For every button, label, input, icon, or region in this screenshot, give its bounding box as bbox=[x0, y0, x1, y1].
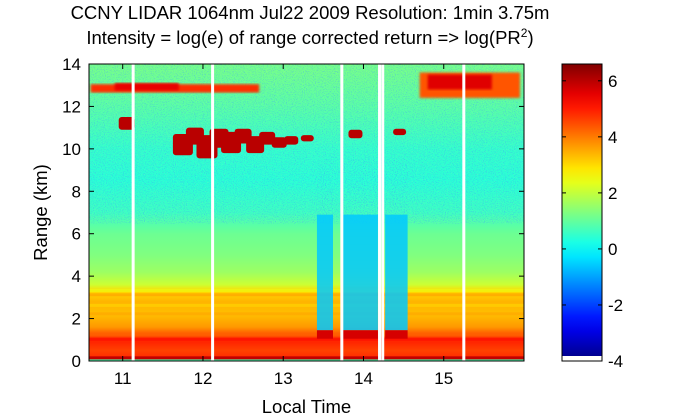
data-gap bbox=[381, 64, 385, 361]
y-tick-label: 2 bbox=[72, 310, 81, 329]
x-tick-label: 11 bbox=[114, 369, 132, 388]
column-base-return bbox=[342, 330, 378, 339]
plot-frame bbox=[88, 63, 525, 362]
plot-area bbox=[88, 63, 525, 362]
low-signal-column bbox=[316, 214, 333, 331]
subtitle-superscript: 2 bbox=[520, 26, 528, 40]
chart-subtitle: Intensity = log(e) of range corrected re… bbox=[0, 27, 620, 49]
colorbar-tick-label: 4 bbox=[608, 128, 617, 147]
layer-streak bbox=[89, 337, 524, 341]
data-gap bbox=[340, 64, 344, 361]
cloud-blob bbox=[259, 131, 276, 145]
cloud-blob bbox=[300, 135, 314, 142]
colorbar-tick-label: 0 bbox=[608, 240, 617, 259]
subtitle-text: Intensity = log(e) of range corrected re… bbox=[86, 27, 521, 48]
cloud-blob bbox=[348, 129, 363, 139]
data-gap bbox=[211, 64, 215, 361]
colorbar-frame bbox=[561, 63, 603, 362]
x-tick-label: 14 bbox=[354, 369, 373, 388]
layer-streak bbox=[89, 333, 524, 337]
colorbar-tick-label: -2 bbox=[608, 296, 623, 315]
colorbar-gap bbox=[562, 356, 602, 361]
colorbar-tick-label: -4 bbox=[608, 352, 623, 371]
column-base-return bbox=[385, 330, 408, 339]
colorbar-tick-label: 6 bbox=[608, 72, 617, 91]
data-gap bbox=[378, 64, 382, 361]
low-signal-column bbox=[385, 214, 408, 331]
cloud-blob bbox=[393, 128, 407, 136]
cloud-blob bbox=[118, 117, 135, 130]
y-tick-label: 0 bbox=[72, 352, 81, 371]
layer-streak bbox=[89, 312, 524, 316]
colorbar-gradient bbox=[562, 64, 602, 361]
surface-line bbox=[89, 356, 524, 360]
low-signal-column-top bbox=[342, 159, 378, 215]
cloud-blob bbox=[271, 137, 287, 148]
cloud-layer bbox=[114, 83, 179, 91]
layer-streak bbox=[89, 288, 524, 292]
y-axis-label: Range (km) bbox=[30, 164, 51, 261]
y-tick-label: 8 bbox=[72, 182, 81, 201]
y-tick-label: 10 bbox=[62, 140, 81, 159]
chart-title: CCNY LIDAR 1064nm Jul22 2009 Resolution:… bbox=[70, 2, 550, 23]
x-tick-label: 15 bbox=[434, 369, 453, 388]
y-tick-label: 6 bbox=[72, 225, 81, 244]
low-signal-column-top bbox=[385, 159, 408, 215]
subtitle-close: ) bbox=[527, 27, 534, 48]
x-axis-label: Local Time bbox=[262, 396, 351, 417]
x-tick-label: 13 bbox=[274, 369, 293, 388]
y-tick-label: 4 bbox=[72, 267, 81, 286]
data-gap bbox=[131, 64, 135, 361]
cloud-blob bbox=[284, 136, 299, 145]
y-tick-label: 14 bbox=[62, 55, 81, 74]
x-tick-label: 12 bbox=[194, 369, 213, 388]
data-gap bbox=[462, 64, 466, 361]
heatmap-field bbox=[89, 64, 524, 361]
colorbar: -4 -2 0 2 4 6 bbox=[561, 63, 623, 371]
cloud-layer bbox=[427, 74, 492, 90]
layer-streak bbox=[89, 293, 524, 297]
low-signal-column-top bbox=[316, 159, 333, 215]
column-base-return bbox=[316, 330, 333, 339]
low-signal-column bbox=[342, 214, 378, 331]
y-tick-label: 12 bbox=[62, 97, 81, 116]
colorbar-tick-label: 2 bbox=[608, 184, 617, 203]
layer-streak bbox=[89, 303, 524, 307]
